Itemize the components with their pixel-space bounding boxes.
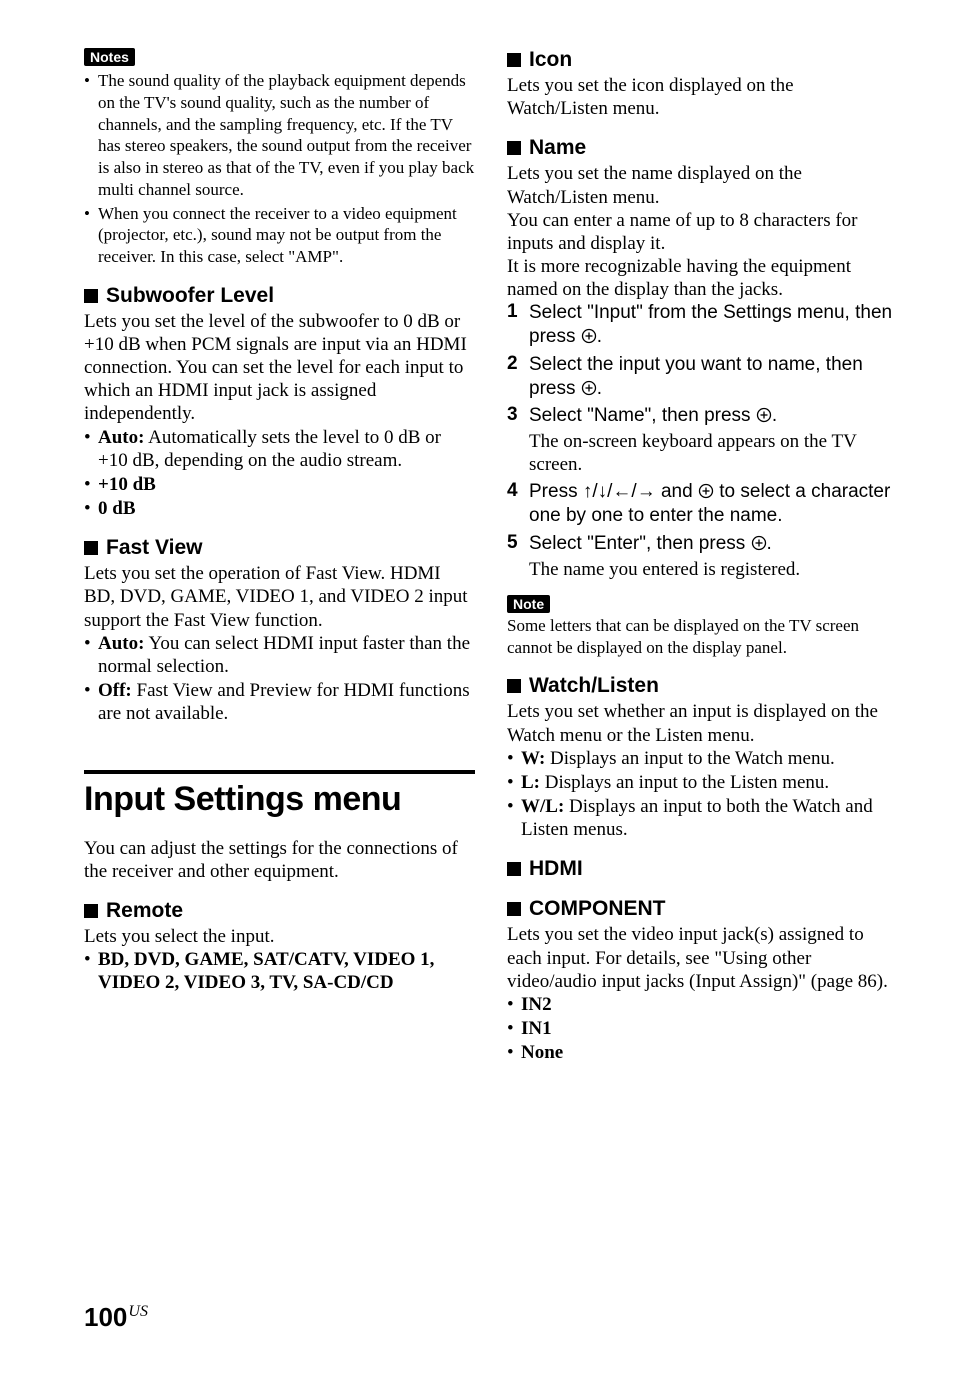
- plus-icon: [756, 407, 772, 423]
- heading-text: Watch/Listen: [529, 674, 659, 698]
- heading-text: COMPONENT: [529, 897, 666, 921]
- square-icon: [507, 53, 521, 67]
- fastview-options: Auto: You can select HDMI input faster t…: [84, 632, 475, 726]
- option-item: IN2: [507, 993, 898, 1016]
- step-sub: The name you entered is registered.: [529, 558, 898, 581]
- note-badge: Note: [507, 595, 550, 613]
- fastview-heading: Fast View: [84, 536, 475, 560]
- note-item: The sound quality of the playback equipm…: [84, 70, 475, 201]
- square-icon: [84, 289, 98, 303]
- square-icon: [84, 904, 98, 918]
- watchlisten-heading: Watch/Listen: [507, 674, 898, 698]
- hdmi-heading: HDMI: [507, 857, 898, 881]
- left-column: Notes The sound quality of the playback …: [84, 48, 475, 1065]
- watchlisten-options: W: Displays an input to the Watch menu. …: [507, 747, 898, 842]
- remote-body: Lets you select the input.: [84, 925, 475, 948]
- option-item: W: Displays an input to the Watch menu.: [507, 747, 898, 770]
- heading-text: Fast View: [106, 536, 203, 560]
- square-icon: [507, 862, 521, 876]
- name-body: Lets you set the name displayed on the W…: [507, 162, 898, 208]
- step-item: Select "Name", then press . The on-scree…: [507, 404, 898, 476]
- step-sub: The on-screen keyboard appears on the TV…: [529, 430, 898, 476]
- page-region: US: [128, 1303, 148, 1320]
- heading-text: Remote: [106, 899, 183, 923]
- step-item: Press ↑/↓/←/→ and to select a character …: [507, 480, 898, 528]
- component-body: Lets you set the video input jack(s) ass…: [507, 923, 898, 993]
- plus-icon: [581, 380, 597, 396]
- watchlisten-body: Lets you set whether an input is display…: [507, 700, 898, 746]
- fastview-body: Lets you set the operation of Fast View.…: [84, 562, 475, 632]
- heading-text: Subwoofer Level: [106, 284, 274, 308]
- option-item: None: [507, 1041, 898, 1064]
- page-number: 100US: [84, 1302, 148, 1333]
- option-item: Off: Fast View and Preview for HDMI func…: [84, 679, 475, 725]
- option-item: IN1: [507, 1017, 898, 1040]
- option-item: Auto: Automatically sets the level to 0 …: [84, 426, 475, 472]
- step-item: Select the input you want to name, then …: [507, 353, 898, 401]
- heading-text: HDMI: [529, 857, 583, 881]
- section-body: You can adjust the settings for the conn…: [84, 837, 475, 883]
- note-item: When you connect the receiver to a video…: [84, 203, 475, 268]
- notes-badge: Notes: [84, 48, 135, 66]
- section-title: Input Settings menu: [84, 780, 475, 819]
- plus-icon: [581, 328, 597, 344]
- option-item: Auto: You can select HDMI input faster t…: [84, 632, 475, 678]
- square-icon: [507, 679, 521, 693]
- plus-icon: [751, 535, 767, 551]
- page-num-value: 100: [84, 1302, 127, 1332]
- square-icon: [507, 141, 521, 155]
- option-item: BD, DVD, GAME, SAT/CATV, VIDEO 1, VIDEO …: [84, 948, 475, 994]
- name-heading: Name: [507, 136, 898, 160]
- remote-options: BD, DVD, GAME, SAT/CATV, VIDEO 1, VIDEO …: [84, 948, 475, 994]
- heading-text: Name: [529, 136, 586, 160]
- subwoofer-options: Auto: Automatically sets the level to 0 …: [84, 426, 475, 521]
- name-steps: Select "Input" from the Settings menu, t…: [507, 301, 898, 581]
- option-item: 0 dB: [84, 497, 475, 520]
- name-body: It is more recognizable having the equip…: [507, 255, 898, 301]
- square-icon: [507, 902, 521, 916]
- component-options: IN2 IN1 None: [507, 993, 898, 1065]
- plus-icon: [698, 483, 714, 499]
- icon-body: Lets you set the icon displayed on the W…: [507, 74, 898, 120]
- right-column: Icon Lets you set the icon displayed on …: [507, 48, 898, 1065]
- top-notes-list: The sound quality of the playback equipm…: [84, 70, 475, 268]
- section-rule: [84, 770, 475, 774]
- square-icon: [84, 541, 98, 555]
- component-heading: COMPONENT: [507, 897, 898, 921]
- step-item: Select "Enter", then press . The name yo…: [507, 532, 898, 581]
- step-item: Select "Input" from the Settings menu, t…: [507, 301, 898, 349]
- subwoofer-body: Lets you set the level of the subwoofer …: [84, 310, 475, 426]
- name-note: Some letters that can be displayed on th…: [507, 615, 898, 659]
- remote-heading: Remote: [84, 899, 475, 923]
- arrow-icons: ↑/↓/←/→: [583, 481, 656, 502]
- option-item: W/L: Displays an input to both the Watch…: [507, 795, 898, 841]
- option-item: L: Displays an input to the Listen menu.: [507, 771, 898, 794]
- subwoofer-heading: Subwoofer Level: [84, 284, 475, 308]
- name-body: You can enter a name of up to 8 characte…: [507, 209, 898, 255]
- heading-text: Icon: [529, 48, 572, 72]
- option-item: +10 dB: [84, 473, 475, 496]
- icon-heading: Icon: [507, 48, 898, 72]
